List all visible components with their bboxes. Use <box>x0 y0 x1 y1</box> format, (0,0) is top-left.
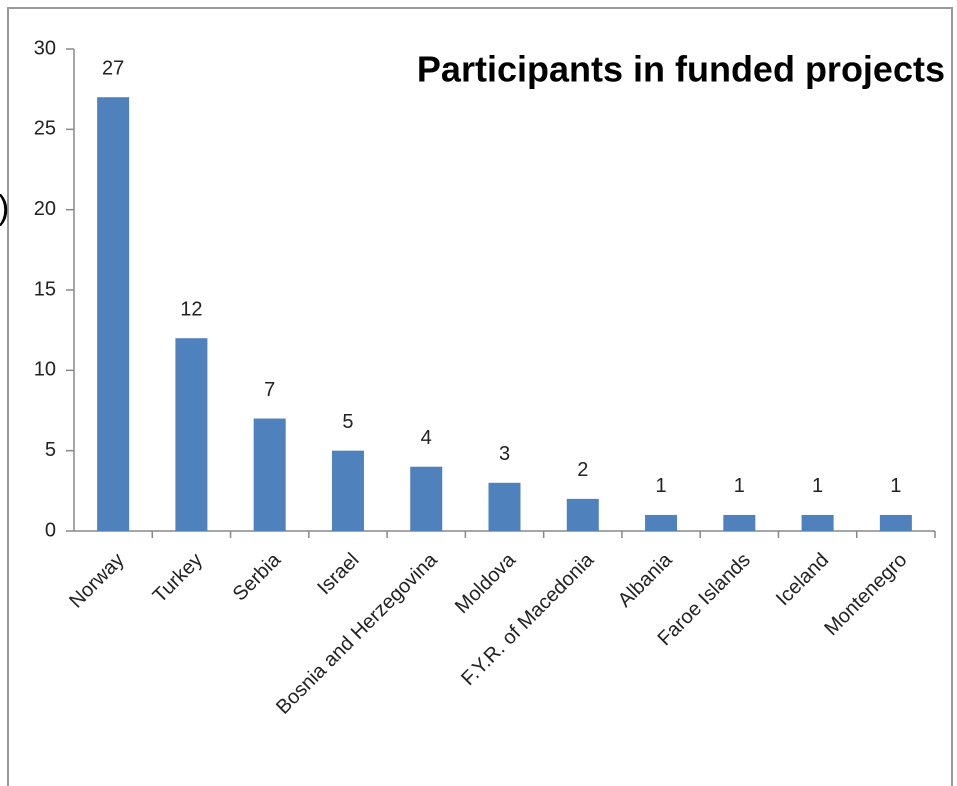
bar <box>879 514 912 531</box>
y-tick-label: 30 <box>34 37 56 59</box>
data-label: 27 <box>102 57 124 79</box>
chart-title: Participants in funded projects <box>417 49 945 90</box>
data-label: 1 <box>812 475 823 497</box>
data-label: 1 <box>890 475 901 497</box>
data-label: 1 <box>655 475 666 497</box>
y-tick-label: 25 <box>34 118 56 140</box>
data-label: 4 <box>421 427 432 449</box>
data-label: 5 <box>342 411 353 433</box>
data-label: 1 <box>734 475 745 497</box>
y-tick-label: 5 <box>45 439 56 461</box>
y-tick-label: 0 <box>45 519 56 541</box>
y-tick-label: 20 <box>34 198 56 220</box>
bar <box>175 338 208 531</box>
cropped-label: ) <box>0 189 9 227</box>
data-label: 12 <box>180 298 202 320</box>
data-label: 2 <box>577 459 588 481</box>
bar <box>723 514 756 531</box>
bar <box>801 514 834 531</box>
y-tick-label: 10 <box>34 359 56 381</box>
bar <box>97 97 130 531</box>
bar <box>331 450 364 531</box>
chart-frame <box>7 7 953 786</box>
bar <box>410 466 443 531</box>
y-tick-label: 15 <box>34 278 56 300</box>
bar <box>488 482 521 531</box>
data-label: 7 <box>264 379 275 401</box>
bar <box>645 514 678 531</box>
bar <box>566 498 599 531</box>
bar <box>253 418 286 531</box>
data-label: 3 <box>499 443 510 465</box>
